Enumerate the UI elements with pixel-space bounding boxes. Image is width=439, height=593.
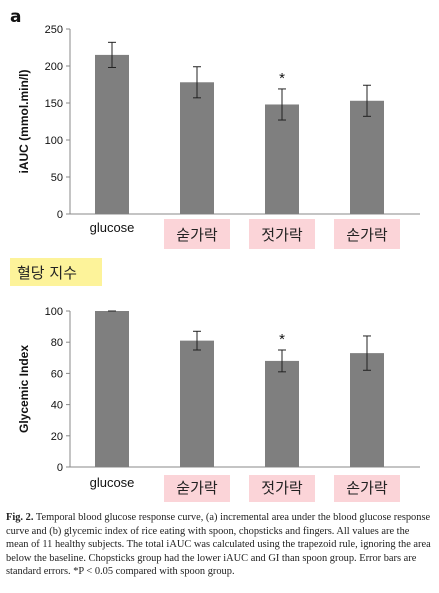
chart-b-glycemic-index: 0 20 40 60 80 100 Glycemic Index glucose 숟가락 * 젓가락… xyxy=(17,306,420,502)
chart-b-y-tick-label: 40 xyxy=(51,400,63,412)
chart-a-y-tick-label: 0 xyxy=(57,209,63,221)
chart-b-y-axis-title: Glycemic Index xyxy=(17,345,31,433)
chart-b-y-tick-label: 20 xyxy=(51,431,63,443)
glycemic-index-korean-label-text: 혈당 지수 xyxy=(17,264,77,282)
chart-b-category-highlight xyxy=(249,475,315,502)
chart-b-category-highlight xyxy=(334,475,400,502)
chart-a-category-label: glucose xyxy=(90,220,135,235)
chart-a-category-label: 손가락 xyxy=(346,226,388,244)
chart-b-significance-marker: * xyxy=(279,331,285,348)
chart-a-bar xyxy=(95,54,129,215)
chart-a-category-highlight xyxy=(249,219,315,249)
chart-b-category-highlight xyxy=(164,475,230,502)
chart-a-iauc: 0 50 100 150 200 250 iAUC (mmol.min/l) glucose 숟… xyxy=(17,24,420,249)
chart-b-bar xyxy=(350,353,384,467)
chart-b-bar xyxy=(265,360,299,467)
chart-b-category-label: 손가락 xyxy=(346,479,388,497)
chart-a-y-tick-label: 250 xyxy=(45,24,63,36)
chart-a-y-tick-label: 200 xyxy=(45,61,63,73)
chart-b-category-label: 젓가락 xyxy=(261,479,303,497)
chart-a-category-label: 젓가락 xyxy=(261,226,303,244)
glycemic-index-korean-label-highlight xyxy=(10,258,102,286)
chart-a-y-tick-label: 100 xyxy=(45,135,63,147)
chart-b-bar xyxy=(180,340,214,467)
chart-a-significance-marker: * xyxy=(279,70,285,87)
chart-a-y-tick-label: 50 xyxy=(51,172,63,184)
chart-b-y-tick-label: 0 xyxy=(57,462,63,474)
panel-label-a: a xyxy=(10,7,21,27)
glycemic-index-korean-label: 혈당 지수 xyxy=(10,258,102,286)
chart-b-category-label: 숟가락 xyxy=(176,479,218,497)
chart-a-bar xyxy=(180,82,214,214)
chart-a-category-highlight xyxy=(164,219,230,249)
chart-b-bar xyxy=(95,311,129,467)
chart-b-category-label: glucose xyxy=(90,475,135,490)
chart-b-y-tick-label: 60 xyxy=(51,368,63,380)
chart-a-category-highlight xyxy=(334,219,400,249)
figure-caption-label: Fig. 2. xyxy=(6,512,34,523)
chart-a-y-axis-title: iAUC (mmol.min/l) xyxy=(17,69,31,173)
figure-caption: Fig. 2. Temporal blood glucose response … xyxy=(6,511,434,579)
chart-a-bar xyxy=(265,104,299,214)
chart-a-category-label: 숟가락 xyxy=(176,226,218,244)
figure-caption-text: Temporal blood glucose response curve, (… xyxy=(6,512,431,578)
chart-a-bar xyxy=(350,100,384,214)
chart-a-y-tick-label: 150 xyxy=(45,98,63,110)
chart-b-y-tick-label: 100 xyxy=(45,306,63,318)
chart-b-y-tick-label: 80 xyxy=(51,337,63,349)
